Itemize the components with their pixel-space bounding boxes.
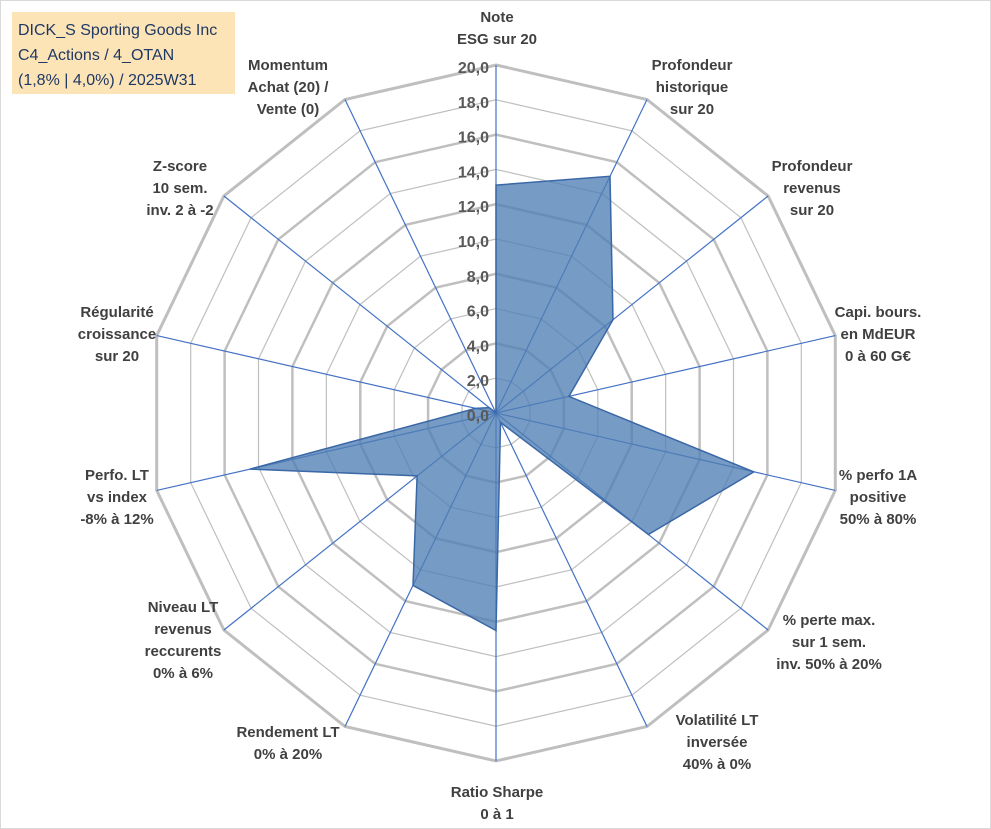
axis-spoke: [156, 335, 497, 414]
axis-spoke: [344, 99, 497, 414]
tick-label: 20,0: [458, 60, 489, 77]
axis-label-line: Profondeur: [652, 57, 733, 74]
axis-label: Niveau LT revenus reccurents 0% à 6%: [145, 599, 222, 682]
axis-label-line: reccurents: [145, 643, 222, 660]
axis-label-line: Achat (20) /: [248, 79, 330, 96]
tick-label: 12,0: [458, 199, 489, 216]
axis-spoke: [223, 195, 497, 414]
axis-label-line: Régularité: [80, 304, 153, 321]
axis-label: Profondeur revenus sur 20: [772, 158, 853, 219]
axis-label: % perfo 1A positive 50% à 80%: [839, 467, 918, 528]
axis-label-line: 10 sem.: [152, 180, 207, 197]
axis-label-line: % perte max.: [783, 612, 876, 629]
axis-label-line: Perfo. LT: [85, 467, 149, 484]
axis-label: Ratio Sharpe 0 à 1: [451, 784, 544, 823]
axis-label: Capi. bours. en MdEUR 0 à 60 G€: [835, 304, 922, 365]
tick-label: 14,0: [458, 164, 489, 181]
tick-label: 6,0: [467, 304, 489, 321]
axis-label: % perte max. sur 1 sem. inv. 50% à 20%: [776, 612, 882, 673]
radar-axis-labels: Note ESG sur 20 Profondeur historique sur 20…: [78, 9, 922, 823]
axis-label-line: Z-score: [153, 158, 207, 175]
tick-label: 10,0: [458, 234, 489, 251]
axis-label-line: croissance: [78, 326, 156, 343]
axis-label-line: Niveau LT: [148, 599, 219, 616]
axis-label-line: sur 20: [95, 348, 139, 365]
tick-label: 2,0: [467, 373, 489, 390]
axis-label-line: inv. 2 à -2: [146, 202, 213, 219]
axis-label-line: 0 à 60 G€: [845, 348, 912, 365]
axis-label-line: Momentum: [248, 57, 328, 74]
tick-label: 16,0: [458, 130, 489, 147]
axis-label: Volatilité LT inversée 40% à 0%: [676, 712, 759, 773]
tick-label: 8,0: [467, 269, 489, 286]
axis-label-line: positive: [850, 489, 907, 506]
axis-label-line: 0 à 1: [480, 806, 513, 823]
chart-title-line-1: DICK_S Sporting Goods Inc: [18, 22, 218, 39]
axis-label-line: revenus: [783, 180, 841, 197]
axis-label-line: en MdEUR: [841, 326, 916, 343]
axis-label-line: inversée: [687, 734, 748, 751]
tick-label: 4,0: [467, 338, 489, 355]
axis-label: Perfo. LT vs index -8% à 12%: [80, 467, 153, 528]
axis-label-line: 40% à 0%: [683, 756, 751, 773]
axis-label-line: inv. 50% à 20%: [776, 656, 882, 673]
axis-spoke: [495, 412, 648, 727]
axis-label-line: -8% à 12%: [80, 511, 153, 528]
axis-label-line: Volatilité LT: [676, 712, 759, 729]
radar-series: [249, 175, 756, 632]
radar-tick-labels: 0,0 2,0 4,0 6,0 8,0 10,0 12,0 14,0 16,0 18,0 20,0: [458, 60, 489, 425]
axis-label-line: % perfo 1A: [839, 467, 918, 484]
axis-label: Note ESG sur 20: [457, 9, 537, 48]
chart-title-line-2: C4_Actions / 4_OTAN: [18, 47, 175, 64]
axis-label-line: Note: [480, 9, 513, 26]
axis-label-line: sur 20: [670, 101, 714, 118]
axis-label-line: Vente (0): [257, 101, 320, 118]
axis-label-line: Rendement LT: [236, 724, 339, 741]
axis-label-line: vs index: [87, 489, 148, 506]
axis-label-line: 0% à 6%: [153, 665, 213, 682]
tick-label: 0,0: [467, 408, 489, 425]
axis-label-line: Ratio Sharpe: [451, 784, 544, 801]
tick-label: 18,0: [458, 95, 489, 112]
axis-label: Régularité croissance sur 20: [78, 304, 156, 365]
axis-label: Profondeur historique sur 20: [652, 57, 733, 118]
axis-label-line: Profondeur: [772, 158, 853, 175]
chart-title-box: DICK_S Sporting Goods Inc C4_Actions / 4…: [12, 12, 235, 94]
axis-label-line: 0% à 20%: [254, 746, 322, 763]
axis-label-line: revenus: [154, 621, 212, 638]
axis-label-line: 50% à 80%: [840, 511, 917, 528]
axis-label-line: historique: [656, 79, 729, 96]
chart-title-line-3: (1,8% | 4,0%) / 2025W31: [18, 72, 197, 89]
axis-label: Rendement LT 0% à 20%: [236, 724, 339, 763]
axis-label-line: sur 1 sem.: [792, 634, 866, 651]
axis-label-line: ESG sur 20: [457, 31, 537, 48]
axis-label: Momentum Achat (20) / Vente (0): [248, 57, 330, 118]
axis-label-line: sur 20: [790, 202, 834, 219]
axis-label: Z-score 10 sem. inv. 2 à -2: [146, 158, 213, 219]
axis-label-line: Capi. bours.: [835, 304, 922, 321]
